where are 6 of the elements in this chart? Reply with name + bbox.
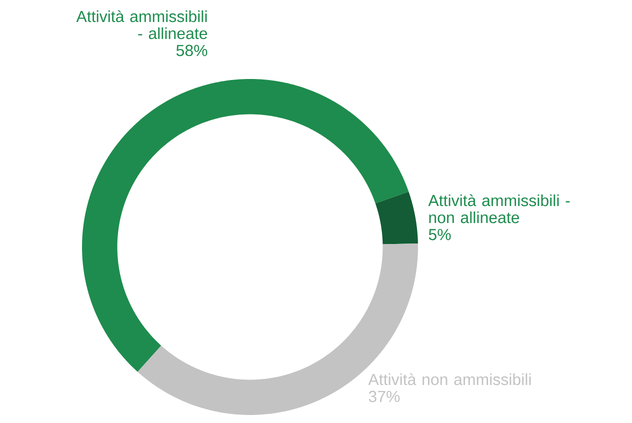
- data-label: 58%: [176, 44, 208, 56]
- data-label: 5%: [428, 228, 451, 240]
- slice-label: Attività non ammissibili: [368, 373, 531, 386]
- slice-label: Attività ammissibili - allineate: [76, 10, 208, 40]
- slice-label: Attività ammissibili - non allineate: [428, 194, 570, 224]
- data-label: 37%: [368, 390, 400, 402]
